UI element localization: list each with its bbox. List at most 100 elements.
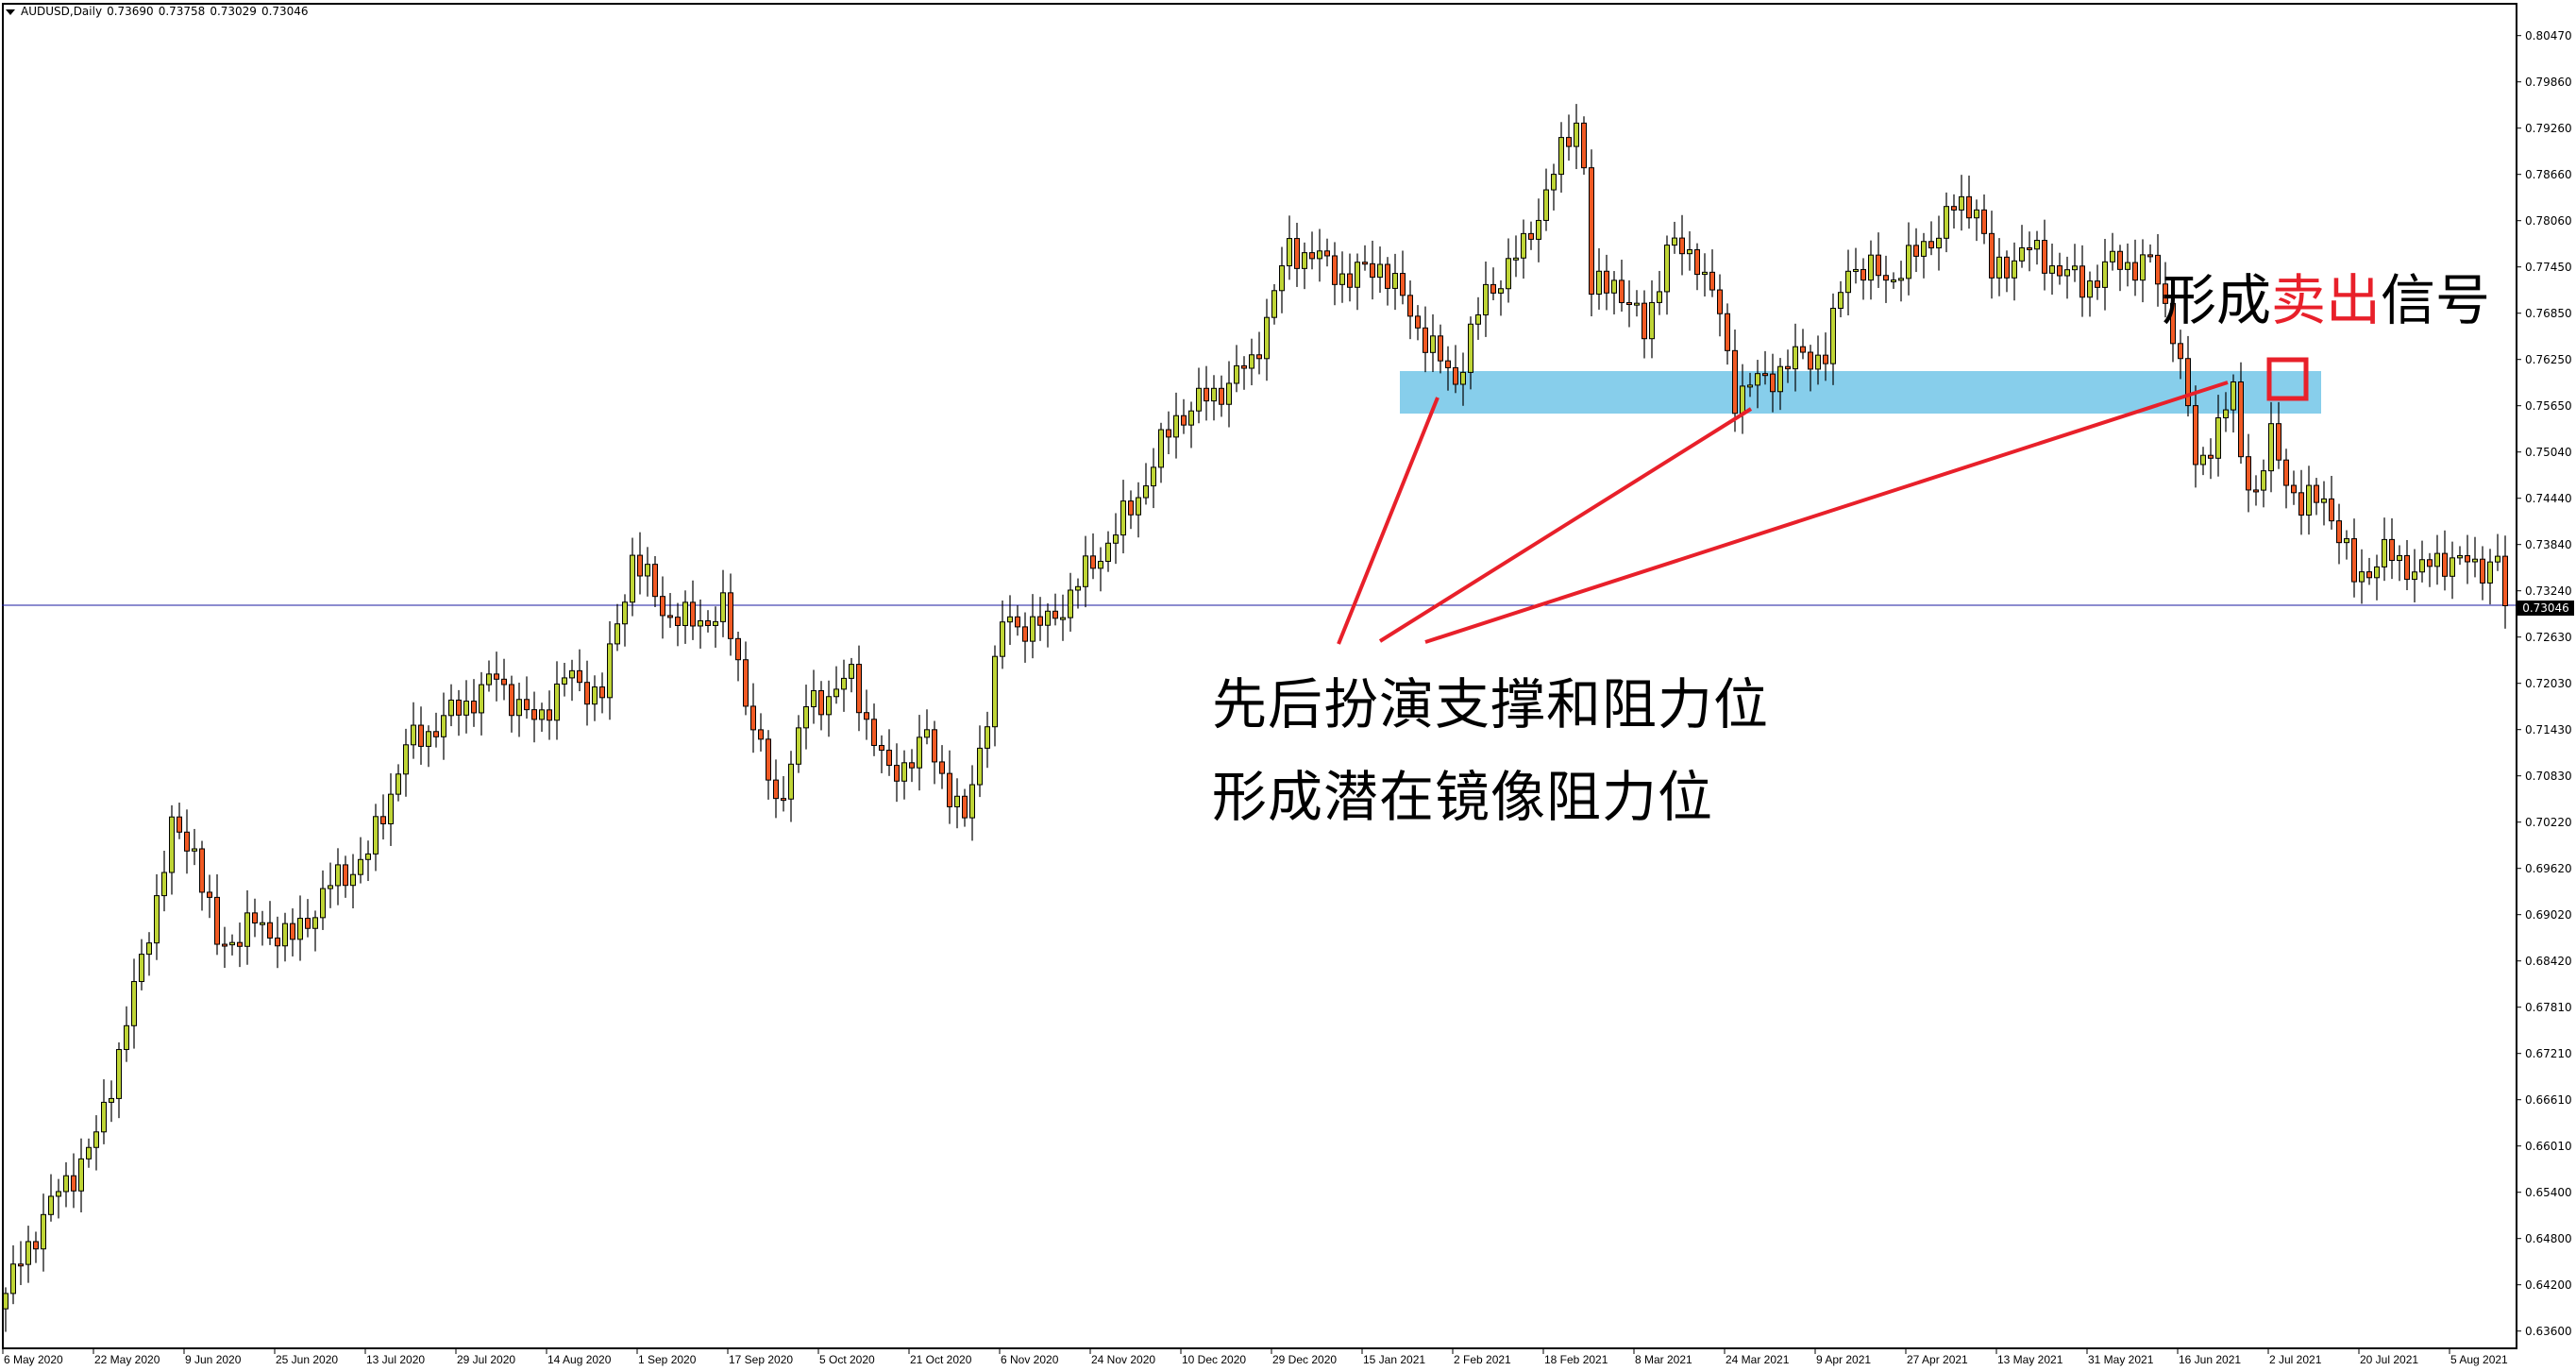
candle-body xyxy=(328,885,333,889)
candle-body xyxy=(2306,484,2312,516)
candle xyxy=(1090,533,1096,580)
y-tick-label: 0.75650 xyxy=(2525,398,2572,413)
candle-body xyxy=(1513,257,1519,261)
candle xyxy=(101,1079,107,1144)
x-tick-label: 25 Jun 2020 xyxy=(276,1353,339,1366)
candle-body xyxy=(569,669,575,679)
candle-body xyxy=(516,699,522,717)
candle xyxy=(2208,438,2214,480)
candle xyxy=(1619,260,1625,313)
candle-body xyxy=(1037,616,1043,626)
candle xyxy=(894,743,900,803)
candle xyxy=(2019,225,2025,268)
price-axis[interactable] xyxy=(2516,3,2517,1349)
candle-body xyxy=(2298,492,2304,516)
candle xyxy=(1906,222,1911,296)
candle xyxy=(1823,332,1828,381)
annotation-arrow-1 xyxy=(1337,397,1440,645)
candle xyxy=(547,690,552,740)
candle xyxy=(1241,356,1247,390)
candle xyxy=(1755,360,1760,409)
candle xyxy=(992,645,998,747)
y-tick-label: 0.64200 xyxy=(2525,1278,2572,1292)
candle xyxy=(1793,323,1798,392)
candle-body xyxy=(1611,279,1617,294)
candle-body xyxy=(630,554,635,603)
candle xyxy=(2336,503,2342,565)
candle-body xyxy=(1725,313,1730,351)
candle-body xyxy=(1256,354,1262,360)
candle xyxy=(1332,242,1338,306)
candle xyxy=(109,1080,114,1123)
candle-body xyxy=(1717,289,1723,314)
candle xyxy=(1347,253,1353,302)
x-tick-label: 13 May 2021 xyxy=(1997,1353,2063,1366)
candle-body xyxy=(1996,256,2002,279)
candle xyxy=(1747,372,1753,398)
candle-body xyxy=(562,677,567,685)
candle-body xyxy=(2193,405,2198,465)
candle xyxy=(2366,557,2372,585)
candle xyxy=(1068,572,1073,632)
candle-body xyxy=(222,943,227,947)
candle xyxy=(1936,215,1942,271)
candle xyxy=(569,659,575,702)
candle-body xyxy=(615,623,620,645)
candle xyxy=(2321,481,2327,526)
candle-body xyxy=(924,729,930,738)
candle xyxy=(463,680,469,734)
candle-body xyxy=(2442,552,2448,577)
candle xyxy=(1762,350,1768,385)
candle xyxy=(222,926,227,969)
candle xyxy=(562,662,567,697)
candle-body xyxy=(2064,269,2070,277)
candle-body xyxy=(1234,364,1239,384)
x-tick-label: 9 Jun 2020 xyxy=(185,1353,242,1366)
candle-body xyxy=(154,895,160,944)
candle-body xyxy=(1785,365,1791,370)
candle xyxy=(78,1138,84,1213)
candle-body xyxy=(1453,366,1458,385)
candle xyxy=(720,569,726,637)
candle-body xyxy=(592,686,598,705)
candle xyxy=(1634,290,1640,317)
candle-body xyxy=(2246,456,2251,491)
candle xyxy=(713,606,718,648)
candle-body xyxy=(494,673,499,680)
candle xyxy=(524,676,530,719)
candle-body xyxy=(1936,237,1942,249)
candle xyxy=(781,775,786,812)
chart-header: AUDUSD,Daily 0.73690 0.73758 0.73029 0.73046 xyxy=(6,5,313,18)
candle-body xyxy=(2321,498,2327,503)
candle-body xyxy=(1649,301,1655,340)
collapse-triangle-icon[interactable] xyxy=(6,8,15,15)
candle xyxy=(2487,549,2493,605)
y-tick-label: 0.72030 xyxy=(2525,676,2572,690)
candle-body xyxy=(2283,459,2289,486)
candle xyxy=(1883,255,1889,303)
candle xyxy=(1256,331,1262,375)
x-tick-label: 1 Sep 2020 xyxy=(638,1353,697,1366)
candle-body xyxy=(690,601,696,627)
candle xyxy=(705,610,711,633)
candle-body xyxy=(1868,254,1874,281)
time-axis[interactable] xyxy=(2,1347,2517,1349)
candle xyxy=(826,680,832,737)
candle xyxy=(2306,465,2312,535)
candle xyxy=(207,874,212,919)
candle-body xyxy=(750,705,756,731)
candle-body xyxy=(1355,262,1360,288)
candle xyxy=(396,764,401,802)
candle-body xyxy=(86,1146,92,1159)
candle-body xyxy=(1709,271,1715,291)
candle-body xyxy=(977,747,983,786)
candle-body xyxy=(1506,258,1511,290)
candle xyxy=(962,788,968,827)
candle xyxy=(1188,401,1194,449)
candle xyxy=(879,735,884,773)
candle-body xyxy=(10,1263,16,1295)
y-tick-label: 0.73840 xyxy=(2525,537,2572,551)
candle-body xyxy=(1838,292,1844,310)
candle-body xyxy=(282,922,288,947)
